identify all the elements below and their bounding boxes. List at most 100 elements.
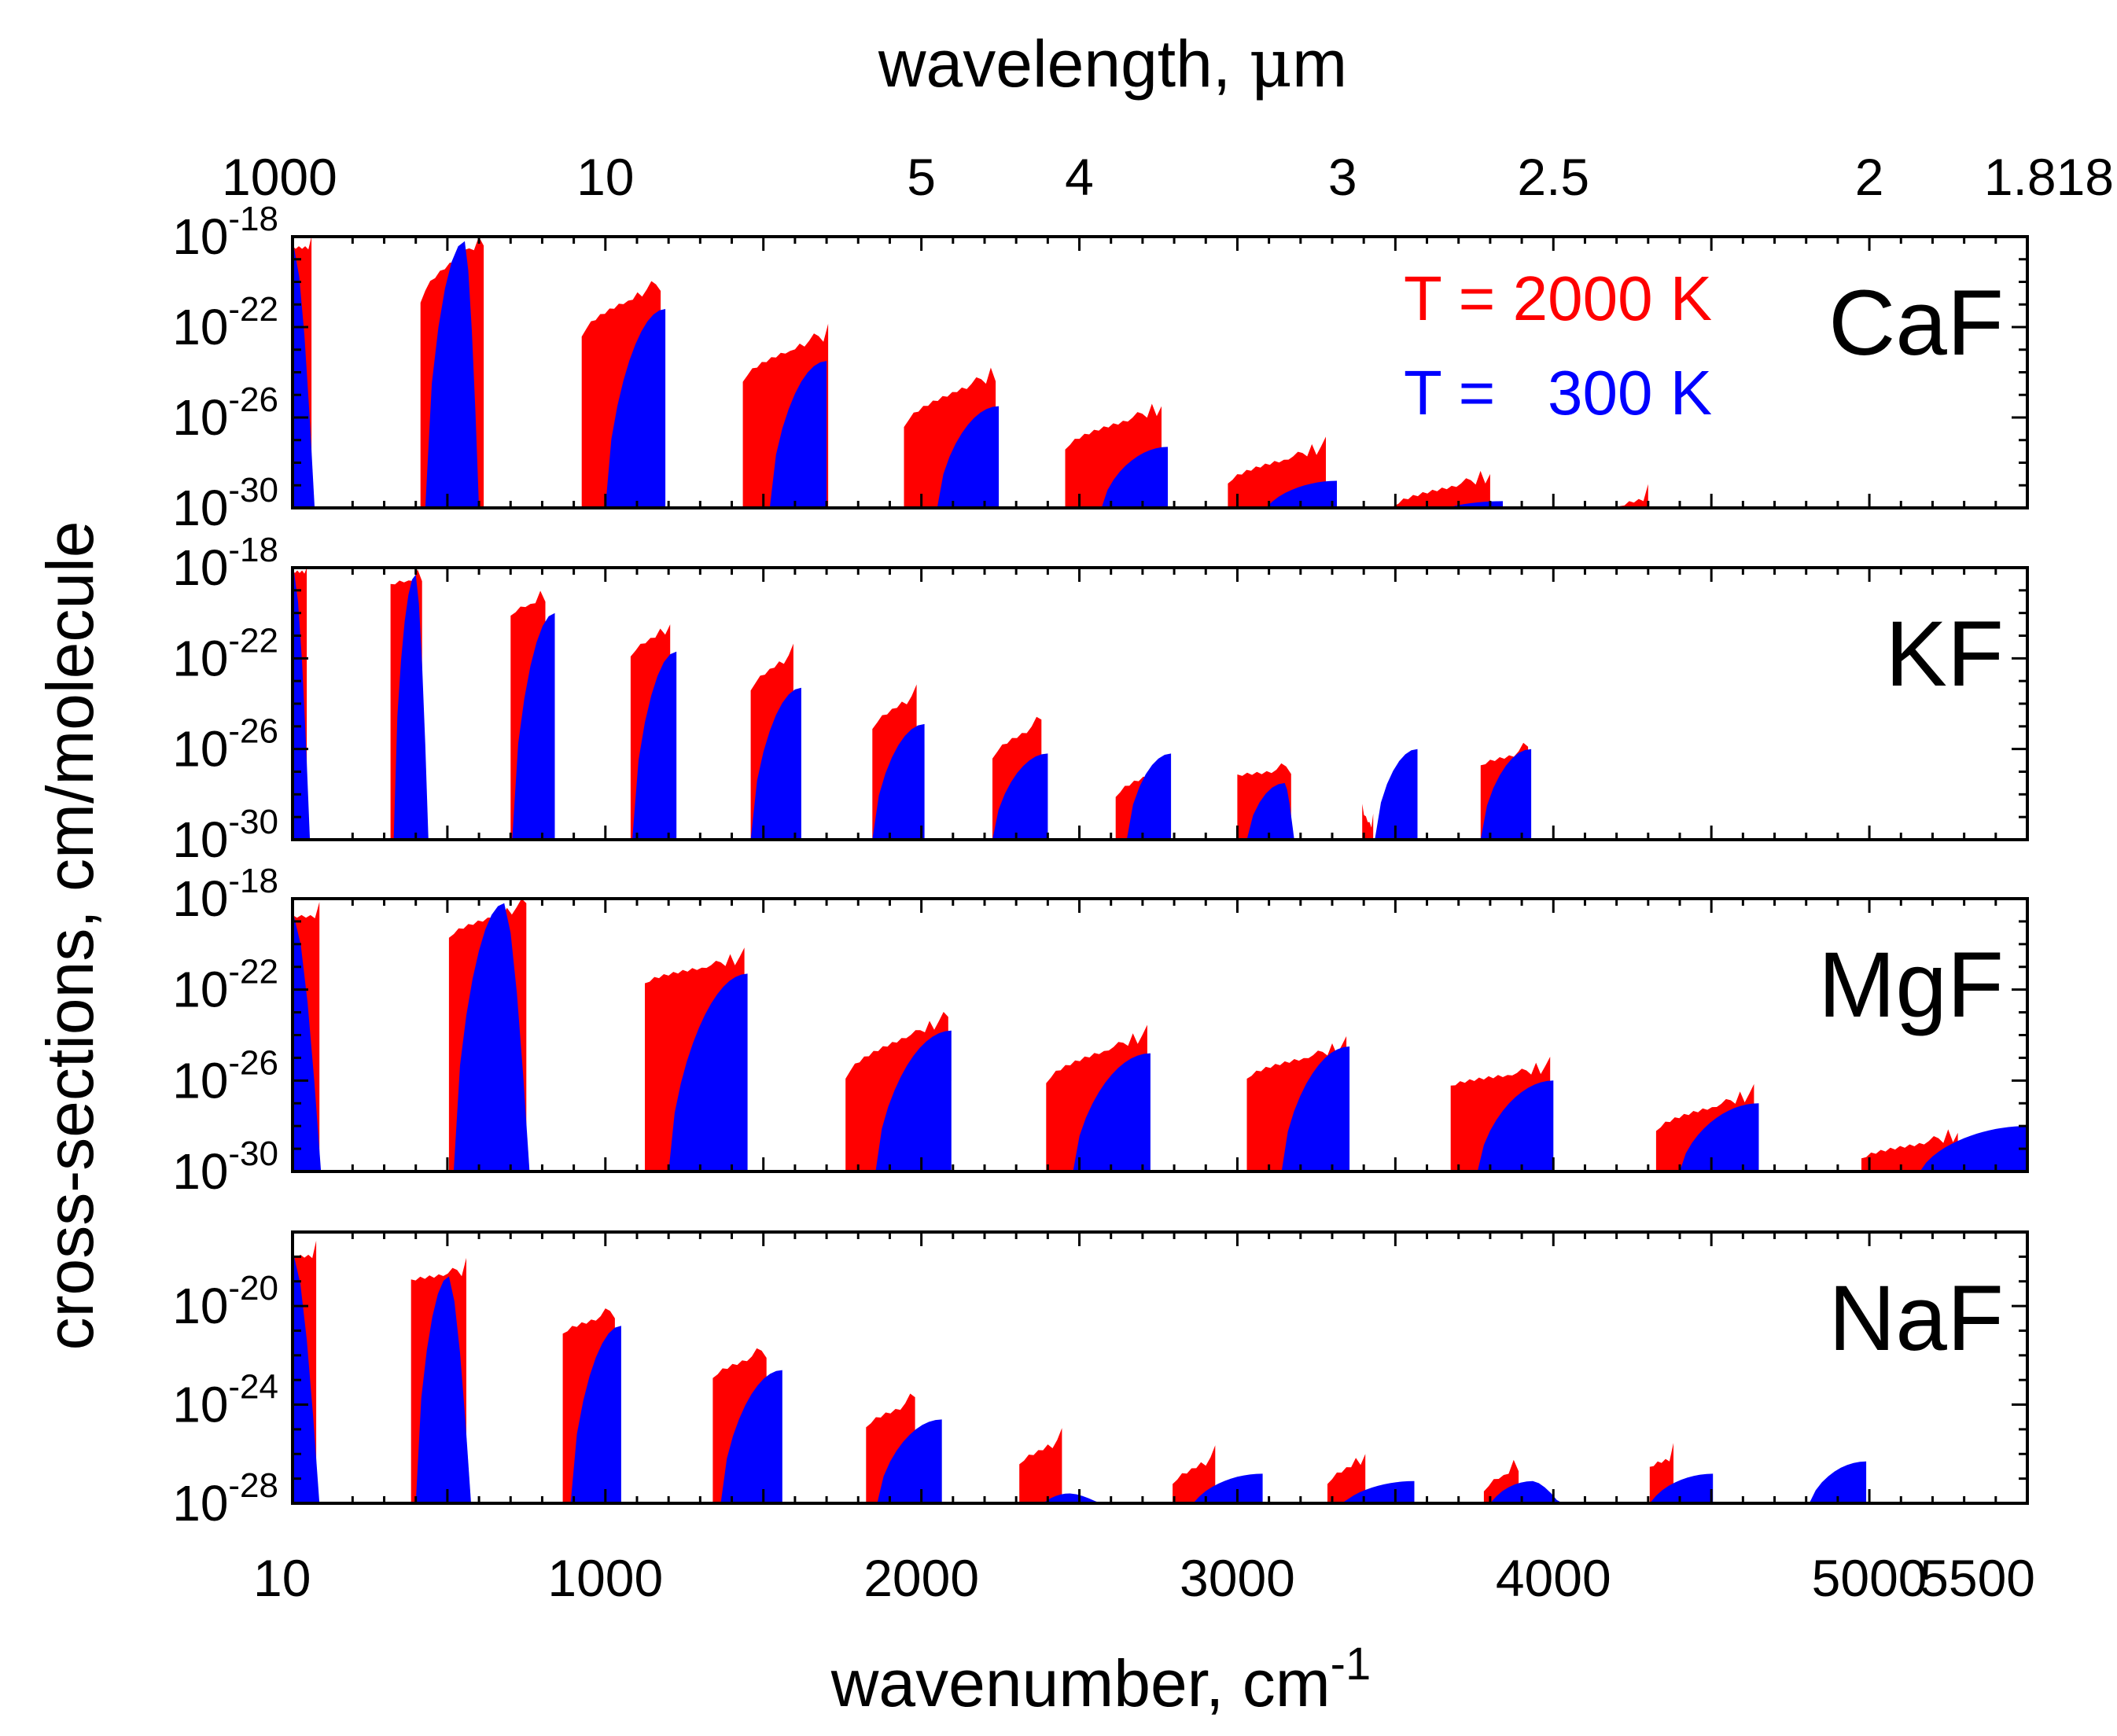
panel-naf: 10-20 10-24 10-28 NaF xyxy=(172,1230,2029,1532)
band-300k-naf-0 xyxy=(293,1256,320,1503)
y-tick-label-base: 10 xyxy=(172,630,228,686)
legend-2000k: T = 2000 K xyxy=(1404,263,1712,333)
band-300k-caf-5 xyxy=(1101,447,1168,508)
bands xyxy=(293,899,2027,1171)
y-tick-label-exponent: -22 xyxy=(228,290,278,329)
band-300k-naf-6 xyxy=(1193,1473,1263,1503)
band-300k-naf-9 xyxy=(1649,1473,1714,1503)
band-300k-naf-4 xyxy=(877,1419,942,1503)
band-300k-mgf-6 xyxy=(1477,1080,1554,1171)
panel-label-naf: NaF xyxy=(1828,1267,2004,1370)
y-tick-label-exponent: -30 xyxy=(228,803,278,841)
y-tick-label-exponent: -30 xyxy=(228,1135,278,1173)
y-tick-label-base: 10 xyxy=(172,389,228,446)
band-300k-mgf-8 xyxy=(1920,1126,2027,1171)
y-tick-label-base: 10 xyxy=(172,299,228,355)
band-300k-naf-1 xyxy=(415,1276,471,1503)
y-tick-label-base: 10 xyxy=(172,539,228,596)
band-300k-mgf-5 xyxy=(1281,1046,1350,1171)
legend-300k: T = 300 K xyxy=(1404,358,1712,428)
top-tick-label: 5 xyxy=(907,148,936,206)
panel-label-caf: CaF xyxy=(1828,271,2004,375)
band-2000k-naf-5 xyxy=(1019,1428,1062,1503)
bands xyxy=(293,1241,1867,1503)
band-300k-caf-7 xyxy=(1439,501,1503,508)
y-tick-label-exponent: -18 xyxy=(228,531,278,569)
top-axis-label: wavelength, μm xyxy=(878,25,1347,102)
y-tick-label-base: 10 xyxy=(172,1143,228,1200)
panel-frame xyxy=(291,1230,2029,1505)
band-300k-caf-4 xyxy=(937,406,1000,508)
top-axis-label-text: wavelength, xyxy=(878,27,1250,101)
top-tick-label: 10 xyxy=(576,148,634,206)
y-tick-label: 10-18 xyxy=(172,862,278,927)
top-tick-label: 3 xyxy=(1328,148,1357,206)
x-tick-label: 5500 xyxy=(1920,1549,2035,1607)
y-tick-label: 10-30 xyxy=(172,471,278,536)
y-tick-label-exponent: -26 xyxy=(228,1043,278,1082)
band-300k-kf-10 xyxy=(1480,748,1532,840)
y-tick-label: 10-28 xyxy=(172,1466,278,1532)
y-tick-label-exponent: -26 xyxy=(228,712,278,751)
y-tick-label-exponent: -18 xyxy=(228,200,278,238)
y-tick-label-exponent: -24 xyxy=(228,1368,278,1407)
y-tick-label: 10-26 xyxy=(172,712,278,778)
band-300k-caf-2 xyxy=(605,309,666,508)
x-tick-label: 1000 xyxy=(547,1549,663,1607)
y-tick-label-exponent: -22 xyxy=(228,621,278,660)
panel-label-kf: KF xyxy=(1885,602,2004,706)
y-tick-label-exponent: -20 xyxy=(228,1269,278,1308)
y-tick-label-base: 10 xyxy=(172,480,228,536)
y-tick-label-base: 10 xyxy=(172,811,228,868)
top-tick-label: 2 xyxy=(1855,148,1884,206)
top-axis-label-unit: m xyxy=(1292,27,1347,101)
band-2000k-caf-7 xyxy=(1394,470,1490,508)
y-tick-label-base: 10 xyxy=(172,870,228,927)
band-300k-kf-2 xyxy=(512,612,555,840)
band-300k-mgf-7 xyxy=(1680,1103,1759,1171)
y-tick-label: 10-20 xyxy=(172,1269,278,1334)
x-tick-label: 10 xyxy=(253,1549,311,1607)
bottom-axis-label-text: wavenumber, cm xyxy=(830,1646,1331,1720)
x-tick-label: 5000 xyxy=(1812,1549,1927,1607)
band-300k-mgf-1 xyxy=(453,903,530,1171)
band-300k-naf-10 xyxy=(1809,1461,1867,1503)
band-2000k-caf-8 xyxy=(1619,484,1648,508)
band-300k-kf-8 xyxy=(1246,782,1294,840)
band-300k-mgf-4 xyxy=(1073,1053,1151,1171)
y-tick-label-exponent: -18 xyxy=(228,862,278,900)
band-300k-kf-9 xyxy=(1375,748,1418,840)
y-tick-label: 10-22 xyxy=(172,621,278,686)
y-tick-label-exponent: -28 xyxy=(228,1466,278,1505)
top-tick-label: 1.818 xyxy=(1984,148,2114,206)
y-tick-label: 10-26 xyxy=(172,381,278,446)
band-300k-mgf-3 xyxy=(875,1030,952,1171)
y-tick-label-exponent: -30 xyxy=(228,471,278,509)
band-300k-mgf-0 xyxy=(293,917,322,1171)
band-300k-kf-5 xyxy=(872,723,925,840)
y-tick-label: 10-22 xyxy=(172,290,278,355)
band-300k-kf-1 xyxy=(393,574,429,840)
y-tick-label-exponent: -26 xyxy=(228,381,278,419)
band-300k-caf-1 xyxy=(425,241,480,508)
y-tick-label-base: 10 xyxy=(172,721,228,778)
top-tick-label: 1000 xyxy=(222,148,337,206)
band-300k-kf-3 xyxy=(632,651,677,840)
band-300k-mgf-2 xyxy=(668,973,748,1171)
band-300k-naf-3 xyxy=(720,1370,782,1503)
x-tick-label: 3000 xyxy=(1180,1549,1295,1607)
panel-label-mgf: MgF xyxy=(1818,933,2004,1037)
y-tick-label-base: 10 xyxy=(172,208,228,265)
band-2000k-naf-7 xyxy=(1327,1454,1366,1503)
y-tick-label-base: 10 xyxy=(172,1052,228,1109)
y-tick-label-base: 10 xyxy=(172,962,228,1018)
top-axis-label-mu: μ xyxy=(1250,25,1293,102)
x-tick-label: 4000 xyxy=(1496,1549,1611,1607)
panels: 10-1810-2210-2610-30CaF10-1810-2210-2610… xyxy=(172,200,2029,1532)
band-2000k-naf-6 xyxy=(1173,1445,1216,1503)
y-tick-label-base: 10 xyxy=(172,1377,228,1433)
